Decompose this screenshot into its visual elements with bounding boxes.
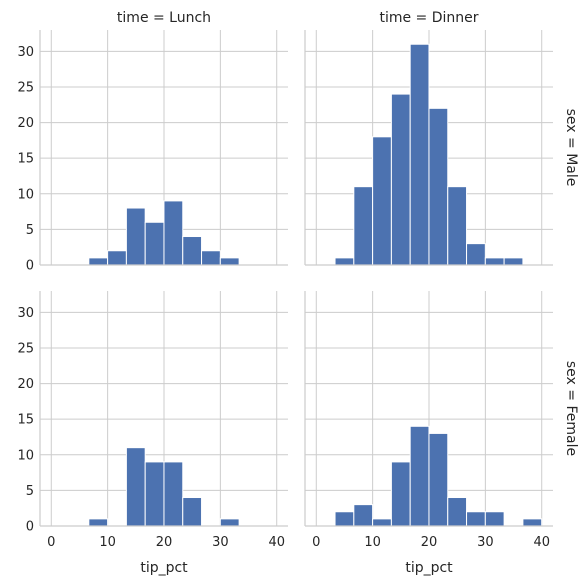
- y-tick-label: 10: [17, 187, 34, 202]
- histogram-bar: [125, 447, 146, 527]
- histogram-bar: [466, 243, 486, 266]
- histogram-bar: [353, 504, 374, 527]
- x-tick-label: 30: [212, 535, 229, 550]
- histogram-bar: [201, 250, 221, 266]
- panel-r1-c0: 0 5 10 15 20 25 30 0 10 20 30 40 tip_pct: [17, 291, 288, 576]
- histogram-bar: [88, 257, 109, 266]
- histogram-bar: [428, 432, 449, 527]
- histogram-bar: [428, 107, 449, 266]
- histogram-bar: [447, 497, 468, 527]
- x-tick-label: 10: [99, 535, 116, 550]
- y-tick-label: 30: [17, 45, 34, 60]
- histogram-bar: [125, 207, 146, 266]
- histogram-bar: [144, 461, 165, 527]
- y-tick-label: 0: [26, 520, 34, 535]
- histogram-bar: [372, 518, 392, 527]
- histogram-bar: [334, 511, 355, 527]
- y-tick-label: 25: [17, 80, 34, 95]
- histogram-bar: [409, 43, 430, 266]
- x-axis-label: tip_pct: [405, 560, 453, 576]
- histogram-bar: [390, 461, 411, 527]
- x-tick-label: 0: [47, 535, 55, 550]
- x-axis-label: tip_pct: [140, 560, 188, 576]
- y-tick-label: 5: [26, 223, 34, 238]
- panel-r0-c1: time = Dinner sex = Male: [304, 10, 579, 266]
- histogram-bar: [372, 136, 392, 266]
- column-title: time = Lunch: [117, 10, 211, 26]
- x-tick-label: 40: [533, 535, 550, 550]
- column-title: time = Dinner: [379, 10, 478, 26]
- x-tick-label: 30: [477, 535, 494, 550]
- histogram-bar: [484, 257, 505, 266]
- histogram-bar: [182, 497, 203, 527]
- histogram-bar: [503, 257, 524, 266]
- histogram-bar: [484, 511, 505, 527]
- panel-r1-c1: 0 10 20 30 40 tip_pct sex = Female: [304, 291, 579, 576]
- histogram-bar: [447, 186, 468, 266]
- x-tick-label: 20: [156, 535, 173, 550]
- histogram-bar: [219, 518, 240, 527]
- histogram-bar: [144, 221, 165, 266]
- x-tick-label: 40: [268, 535, 285, 550]
- histogram-bar: [466, 511, 486, 527]
- histogram-bar: [182, 236, 203, 266]
- histogram-bar: [409, 425, 430, 527]
- x-tick-label: 0: [312, 535, 320, 550]
- histogram-bar: [353, 186, 374, 266]
- y-tick-label: 15: [17, 152, 34, 167]
- y-tick-label: 20: [17, 116, 34, 131]
- y-tick-label: 25: [17, 341, 34, 356]
- panel-r0-c0: 0 5 10 15 20 25 30 time = Lunch: [17, 10, 288, 274]
- histogram-bar: [107, 250, 127, 266]
- row-title: sex = Male: [563, 109, 579, 187]
- histogram-bar: [88, 518, 109, 527]
- y-tick-label: 0: [26, 259, 34, 274]
- y-tick-label: 15: [17, 413, 34, 428]
- y-tick-label: 5: [26, 484, 34, 499]
- histogram-bar: [163, 461, 184, 527]
- y-tick-label: 20: [17, 377, 34, 392]
- histogram-bar: [334, 257, 355, 266]
- x-tick-label: 10: [364, 535, 381, 550]
- row-title: sex = Female: [563, 361, 579, 456]
- y-tick-label: 30: [17, 306, 34, 321]
- y-tick-label: 10: [17, 448, 34, 463]
- x-tick-label: 20: [421, 535, 438, 550]
- histogram-bar: [390, 93, 411, 266]
- histogram-bar: [219, 257, 240, 266]
- histogram-bar: [163, 200, 184, 266]
- histogram-bar: [522, 518, 543, 527]
